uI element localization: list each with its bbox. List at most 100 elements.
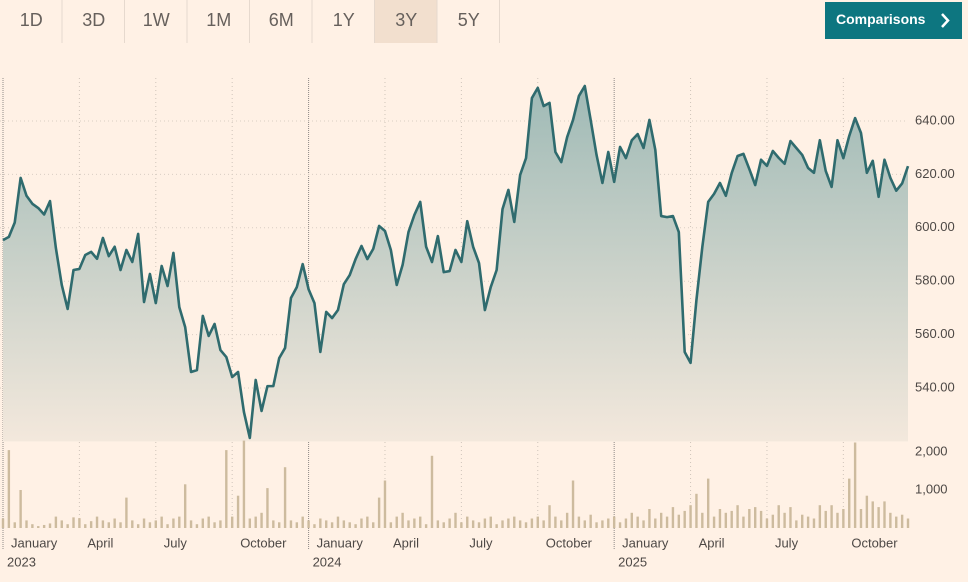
volume-bar bbox=[19, 490, 22, 528]
range-button[interactable]: 1D bbox=[0, 0, 63, 43]
x-year-label: 2025 bbox=[618, 554, 647, 569]
volume-bar bbox=[900, 514, 904, 528]
range-button[interactable]: 3Y bbox=[375, 0, 438, 43]
volume-bar bbox=[748, 509, 751, 528]
volume-bar bbox=[142, 518, 146, 528]
volume-bar bbox=[701, 512, 704, 528]
y-tick-label: 640.00 bbox=[915, 112, 955, 127]
volume-bar bbox=[877, 507, 880, 528]
volume-bar bbox=[607, 518, 610, 528]
range-button[interactable]: 3D bbox=[62, 0, 126, 43]
volume-bar bbox=[101, 520, 105, 528]
volume-bar bbox=[213, 522, 216, 528]
range-button-label: 5Y bbox=[458, 10, 480, 30]
volume-bar bbox=[812, 518, 816, 528]
volume-bar bbox=[189, 520, 193, 528]
volume-bar bbox=[460, 522, 463, 528]
range-button[interactable]: 1M bbox=[187, 0, 251, 43]
volume-bar bbox=[148, 522, 152, 528]
volume-bar bbox=[618, 522, 622, 528]
range-button-label: 6M bbox=[269, 10, 294, 30]
range-button[interactable]: 6M bbox=[250, 0, 313, 43]
comparisons-button[interactable]: Comparisons bbox=[825, 2, 962, 39]
volume-bar bbox=[507, 518, 510, 528]
volume-bar bbox=[471, 520, 475, 528]
volume-bar bbox=[783, 512, 786, 528]
range-button[interactable]: 1W bbox=[125, 0, 188, 43]
volume-bar bbox=[113, 518, 116, 528]
volume-bar bbox=[530, 518, 534, 528]
range-button-bg bbox=[375, 0, 438, 43]
volume-bar bbox=[207, 516, 210, 528]
volume-bar bbox=[765, 518, 769, 528]
comparisons-label: Comparisons bbox=[836, 11, 926, 27]
volume-bar bbox=[895, 516, 898, 528]
volume-bar bbox=[754, 507, 757, 528]
volume-bar bbox=[542, 520, 545, 528]
volume-bar bbox=[636, 516, 639, 528]
volume-bar bbox=[125, 497, 128, 528]
x-year-label: 2023 bbox=[7, 554, 36, 569]
volume-bar bbox=[671, 507, 675, 528]
x-tick-label: January bbox=[11, 535, 58, 550]
volume-bar bbox=[395, 516, 398, 528]
volume-bar bbox=[54, 516, 58, 528]
volume-bar bbox=[448, 518, 451, 528]
range-button[interactable]: 1Y bbox=[312, 0, 376, 43]
volume-bar bbox=[195, 524, 199, 528]
volume-bar bbox=[278, 522, 281, 528]
volume-bar bbox=[659, 512, 663, 528]
volume-bar bbox=[742, 516, 745, 528]
volume-bar bbox=[260, 512, 263, 528]
volume-bar bbox=[272, 520, 275, 528]
volume-bar bbox=[37, 526, 40, 528]
volume-bar bbox=[430, 455, 434, 528]
volume-bar bbox=[413, 518, 416, 528]
volume-bar bbox=[795, 520, 798, 528]
volume-bar bbox=[642, 520, 645, 528]
range-button-bg bbox=[187, 0, 250, 43]
volume-bar bbox=[289, 520, 293, 528]
volume-bar bbox=[842, 509, 845, 528]
volume-bar bbox=[524, 522, 528, 528]
volume-bar bbox=[589, 514, 592, 528]
volume-bar bbox=[78, 518, 81, 528]
volume-bar bbox=[366, 516, 369, 528]
x-year-label: 2024 bbox=[313, 554, 342, 569]
volume-bar bbox=[325, 520, 328, 528]
volume-bar bbox=[283, 467, 287, 528]
volume-bar bbox=[219, 520, 222, 528]
price-line bbox=[2, 84, 910, 440]
volume-bar bbox=[560, 520, 563, 528]
y-tick-label: 560.00 bbox=[915, 326, 955, 341]
volume-bar bbox=[401, 512, 404, 528]
volume-bar bbox=[489, 516, 492, 528]
price-area bbox=[3, 86, 908, 442]
volume-bar bbox=[424, 524, 428, 528]
chevron-icon bbox=[941, 13, 950, 28]
volume-bar bbox=[554, 516, 557, 528]
volume-bar bbox=[583, 520, 586, 528]
volume-bar bbox=[759, 510, 763, 528]
volume-bar bbox=[565, 512, 569, 528]
x-tick-label: April bbox=[699, 535, 725, 550]
volume-bar bbox=[466, 516, 469, 528]
x-tick-label: January bbox=[317, 535, 364, 550]
y-tick-label: 1,000 bbox=[915, 481, 948, 496]
volume-bar bbox=[771, 514, 775, 528]
volume-bar bbox=[736, 505, 739, 528]
volume-bar bbox=[48, 523, 52, 528]
range-button[interactable]: 5Y bbox=[437, 0, 501, 43]
volume-bar bbox=[442, 522, 445, 528]
x-tick-label: April bbox=[87, 535, 113, 550]
range-button-bg bbox=[62, 0, 125, 43]
volume-bar bbox=[372, 522, 375, 528]
volume-bar bbox=[13, 522, 16, 528]
volume-bar bbox=[612, 516, 616, 528]
volume-bar bbox=[777, 505, 780, 528]
x-tick-label: July bbox=[469, 535, 493, 550]
volume-bar bbox=[789, 507, 792, 528]
volume-bar bbox=[889, 512, 892, 528]
x-tick-label: July bbox=[775, 535, 799, 550]
volume-bar bbox=[84, 524, 87, 528]
